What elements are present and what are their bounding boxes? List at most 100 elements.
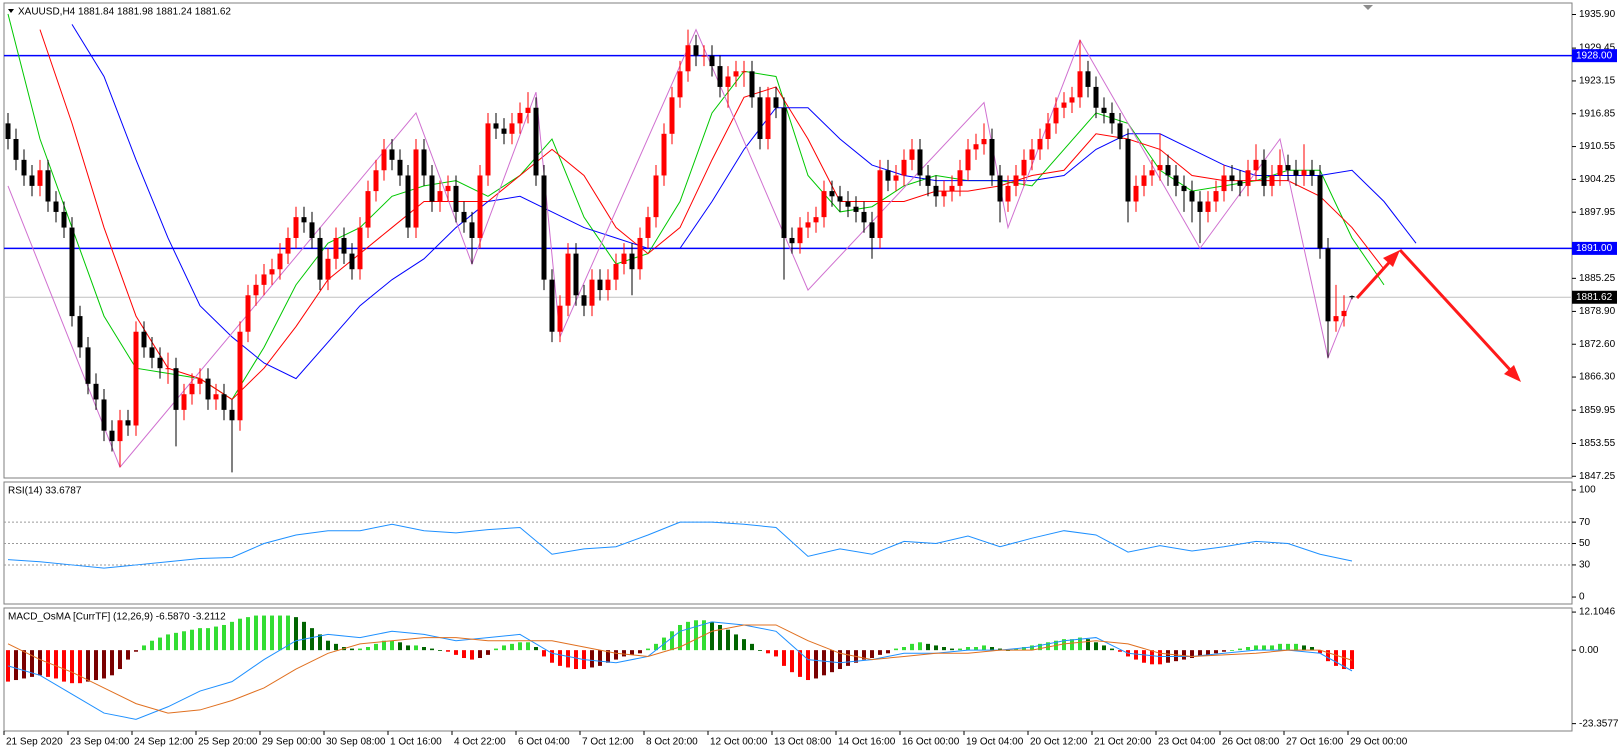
candle-body [365,191,371,228]
candle-body [637,237,643,270]
candle-body [541,175,547,280]
x-tick-label: 26 Oct 08:00 [1222,737,1280,748]
candle-body [1349,296,1355,298]
candle-body [749,71,755,98]
histogram-bar [1294,643,1298,651]
candle-body [837,196,843,202]
histogram-bar [806,650,810,681]
histogram-bar [534,647,538,651]
histogram-bar [830,650,834,673]
histogram-bar [774,650,778,657]
candle-body [1309,170,1315,176]
histogram-bar [638,650,642,654]
candle-body [237,331,243,421]
histogram-bar [1246,647,1250,651]
candle-body [661,133,667,176]
candle-body [1045,123,1051,140]
candle-body [1021,159,1027,176]
candle-body [1029,149,1035,160]
candle-body [141,331,147,348]
candle-body [413,149,419,228]
histogram-bar [454,650,458,655]
x-tick-label: 7 Oct 12:00 [582,737,634,748]
histogram-bar [422,647,426,651]
candle-body [245,295,251,332]
histogram-bar [398,642,402,651]
histogram-bar [38,650,42,676]
indicator-line [7,28,1353,469]
histogram-bar [1310,647,1314,651]
candle-body [1229,175,1235,181]
histogram-bar [694,620,698,651]
histogram-bar [1134,650,1138,660]
shift-marker [1363,5,1373,10]
histogram-bar [294,617,298,651]
candle-body [1261,159,1267,186]
level-label-box [1572,290,1617,304]
histogram-bar [1070,639,1074,651]
candle-body [1013,175,1019,186]
y-tick-label: 1904.25 [1579,174,1616,185]
candle-body [69,227,75,317]
x-tick-label: 20 Oct 12:00 [1030,737,1088,748]
y-tick-label: 1847.25 [1579,471,1616,482]
candle-body [925,175,931,186]
arrow-down-shaft [1398,248,1515,375]
histogram-bar [622,650,626,657]
histogram-bar [118,650,122,670]
candle-body [733,71,739,77]
histogram-bar [614,650,618,660]
histogram-bar [438,650,442,651]
candle-body [445,185,451,192]
histogram-bar [286,615,290,651]
histogram-bar [1278,643,1282,651]
histogram-bar [102,650,106,679]
candle-body [213,394,219,400]
histogram-bar [822,650,826,676]
candle-body [989,139,995,176]
x-tick-label: 6 Oct 04:00 [518,737,570,748]
y-tick-label: 1897.95 [1579,207,1616,218]
candle-body [605,279,611,291]
histogram-bar [182,631,186,651]
histogram-bar [22,650,26,679]
rsi-plot [4,521,1572,569]
candle-body [1277,165,1283,176]
price-panel [3,2,1573,479]
y-tick-label: 1853.55 [1579,438,1616,449]
histogram-bar [166,634,170,651]
candle-body [973,144,979,150]
candle-body [965,149,971,171]
candle-body [437,191,443,202]
candle-body [1133,185,1139,202]
histogram-bar [1150,650,1154,665]
histogram-bar [190,629,194,651]
histogram-bar [1238,648,1242,651]
panel-title: RSI(14) 33.6787 [8,486,82,497]
histogram-bar [446,650,450,652]
histogram-bar [390,640,394,651]
candle-body [589,279,595,306]
candle-body [509,123,515,134]
histogram-bar [406,645,410,651]
candle-body [573,253,579,296]
histogram-bar [1262,645,1266,651]
x-tick-label: 1 Oct 16:00 [390,737,442,748]
candle-body [37,170,43,186]
histogram-bar [558,650,562,666]
candle-body [1253,159,1259,171]
histogram-bar [862,650,866,660]
histogram-bar [886,650,890,654]
candle-body [381,149,387,171]
candle-body [885,170,891,181]
histogram-bar [750,643,754,651]
histogram-bar [990,647,994,651]
histogram-bar [894,648,898,651]
candle-body [253,284,259,296]
candle-body [861,211,867,223]
x-tick-label: 21 Oct 20:00 [1094,737,1152,748]
x-tick-label: 4 Oct 22:00 [454,737,506,748]
histogram-bar [526,642,530,651]
histogram-bar [870,650,874,659]
